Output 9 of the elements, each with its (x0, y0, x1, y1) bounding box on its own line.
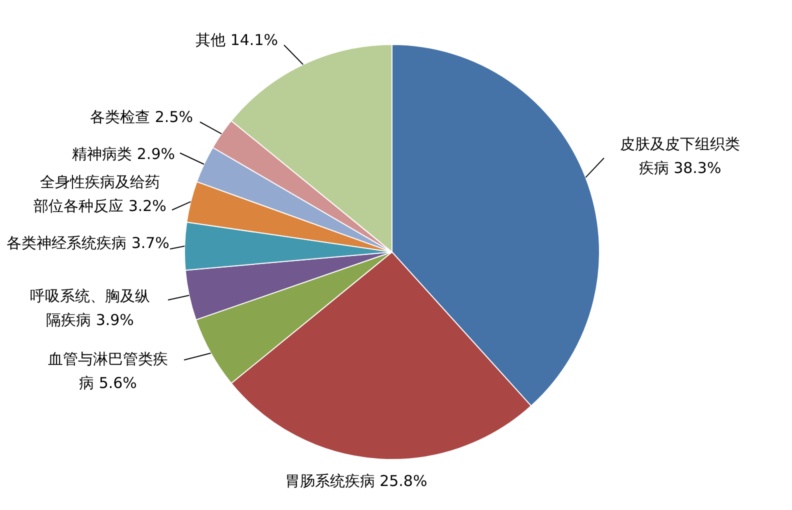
slice-label: 精神病类 2.9% (72, 144, 175, 163)
slice-label: 血管与淋巴管类疾病 5.6% (48, 350, 168, 392)
slice-label: 各类检查 2.5% (90, 108, 193, 126)
slice-label: 其他 14.1% (196, 30, 278, 49)
slice-label: 胃肠系统疾病 25.8% (284, 472, 428, 490)
slice-label: 各类神经系统疾病 3.7% (6, 234, 170, 252)
slice-label: 皮肤及皮下组织类疾病 38.3% (620, 134, 740, 177)
slice-label: 全身性疾病及给药部位各种反应 3.2% (34, 172, 166, 215)
slice-label: 呼吸系统、胸及纵隔疾病 3.9% (30, 286, 150, 329)
